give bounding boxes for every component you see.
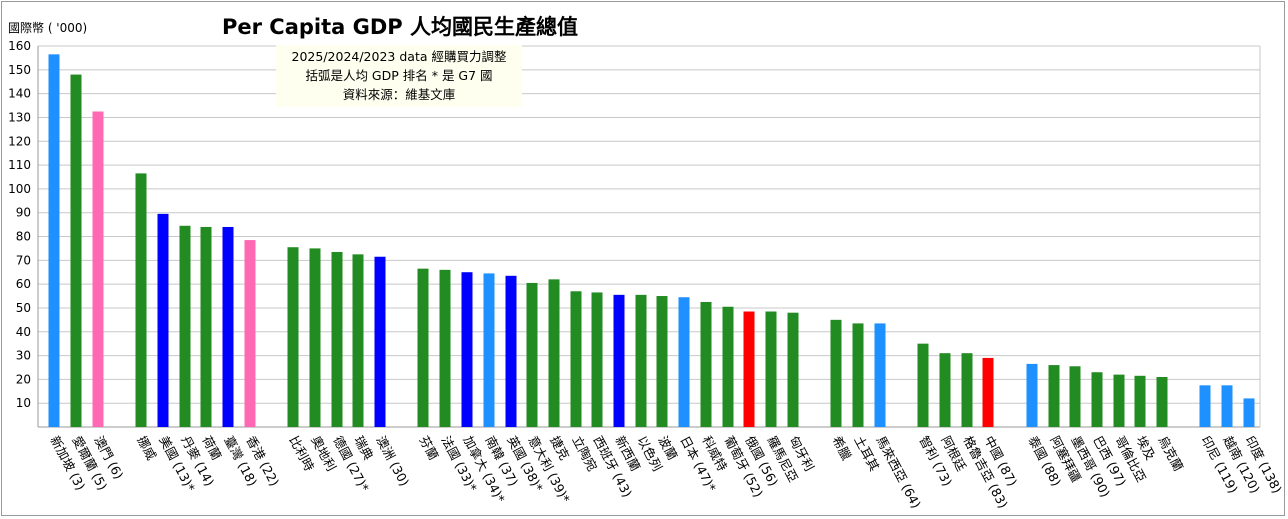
y-tick-label: 60 — [16, 277, 31, 291]
bar — [1113, 374, 1125, 427]
bar — [92, 111, 104, 427]
bar — [374, 256, 386, 427]
bar — [874, 323, 886, 427]
bar — [1221, 385, 1233, 427]
bar — [483, 273, 495, 427]
y-tick-label: 10 — [16, 396, 31, 410]
bar — [179, 225, 191, 427]
bar — [157, 213, 169, 427]
bar — [439, 269, 451, 427]
x-tick-label: 澳洲 (30) — [373, 433, 412, 488]
y-tick-label: 130 — [8, 110, 31, 124]
bar — [591, 292, 603, 427]
bar — [830, 319, 842, 427]
bar — [505, 275, 517, 427]
bar — [982, 357, 994, 427]
y-tick-label: 120 — [8, 134, 31, 148]
y-tick-label: 140 — [8, 87, 31, 101]
bar — [309, 248, 321, 427]
y-tick-label: 30 — [16, 349, 31, 363]
y-tick-label: 80 — [16, 230, 31, 244]
x-tick-label: 挪威 — [134, 433, 159, 463]
y-tick-label: 90 — [16, 206, 31, 220]
bar — [526, 282, 538, 427]
bar — [244, 240, 256, 427]
bars — [48, 54, 1255, 427]
bar — [1026, 363, 1038, 427]
y-tick-label: 40 — [16, 325, 31, 339]
bar — [613, 294, 625, 427]
bar — [70, 74, 82, 427]
note-line-source: 資料來源：維基文庫 — [342, 87, 456, 102]
x-tick-label: 希臘 — [829, 433, 854, 463]
bar — [548, 279, 560, 427]
bar — [743, 311, 755, 427]
y-tick-label: 70 — [16, 253, 31, 267]
x-tick-label: 芬蘭 — [416, 433, 441, 462]
bar — [1091, 372, 1103, 427]
bar — [656, 296, 668, 427]
bar — [1134, 375, 1146, 427]
bar — [200, 226, 212, 427]
chart-title: Per Capita GDP 人均國民生產總值 — [216, 10, 585, 44]
bar — [1069, 366, 1081, 427]
note-line-data: 2025/2024/2023 data 經購買力調整 — [291, 49, 507, 64]
bar — [700, 301, 712, 427]
x-tick-label: 馬來西亞 (64) — [873, 433, 924, 510]
bar — [1243, 398, 1255, 427]
bar — [352, 254, 364, 427]
bar — [461, 272, 473, 427]
y-tick-label: 100 — [8, 182, 31, 196]
bar — [1156, 376, 1168, 427]
y-tick-label: 160 — [8, 39, 31, 53]
bar — [917, 343, 929, 427]
bar — [287, 247, 299, 427]
bar — [852, 323, 864, 427]
gridlines — [37, 45, 1261, 428]
bar — [787, 312, 799, 427]
bar — [635, 294, 647, 427]
bar — [222, 226, 234, 427]
bar — [417, 268, 429, 427]
bar — [722, 306, 734, 427]
bar — [331, 251, 343, 427]
y-tick-label: 50 — [16, 301, 31, 315]
bar — [678, 297, 690, 427]
bar — [939, 353, 951, 427]
y-axis-label: 國際幣 ( '000) — [8, 21, 88, 35]
y-axis-ticks: 10 20 30 40 50 60 70 80 90 100 110 120 130 140 150 160 — [8, 39, 31, 410]
bar — [765, 311, 777, 427]
bar — [570, 291, 582, 427]
bar — [1199, 385, 1211, 427]
x-tick-label: 烏克蘭 — [1155, 433, 1186, 473]
y-tick-label: 20 — [16, 372, 31, 386]
bar — [1048, 365, 1060, 427]
y-tick-label: 110 — [8, 158, 31, 172]
note-box: 2025/2024/2023 data 經購買力調整 括弧是人均 GDP 排名 … — [276, 45, 522, 107]
bar — [961, 353, 973, 427]
note-line-ranking: 括弧是人均 GDP 排名 * 是 G7 國 — [305, 68, 493, 83]
y-tick-label: 150 — [8, 63, 31, 77]
bar — [48, 54, 60, 427]
bar — [135, 173, 147, 427]
